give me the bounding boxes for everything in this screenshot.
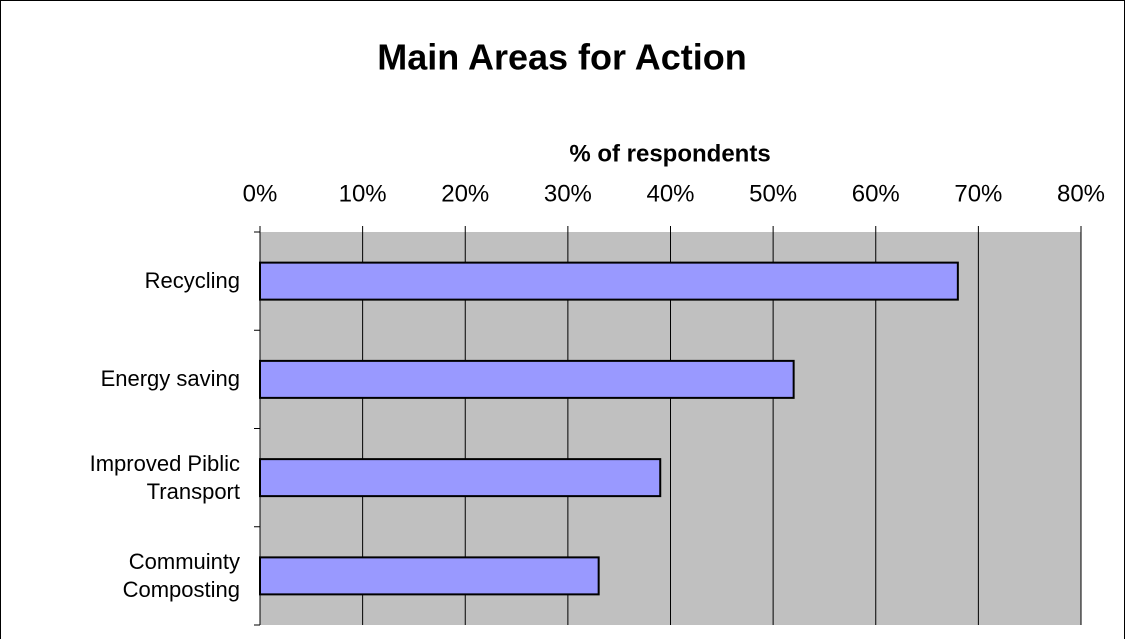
x-tick-label: 50% — [749, 180, 797, 207]
chart-title: Main Areas for Action — [377, 37, 746, 78]
bar — [259, 556, 600, 596]
x-tick-label: 80% — [1057, 180, 1105, 207]
y-tick-label: Energy saving — [100, 366, 240, 392]
x-tick-label: 70% — [954, 180, 1002, 207]
bar — [259, 458, 662, 498]
y-tick-label: Commuinty Composting — [122, 548, 240, 602]
x-tick-label: 20% — [441, 180, 489, 207]
y-tick-label: Improved Piblic Transport — [89, 450, 240, 504]
x-tick-label: 40% — [646, 180, 694, 207]
bar — [259, 261, 959, 301]
x-tick-label: 60% — [852, 180, 900, 207]
bar — [259, 359, 795, 399]
y-tick-label: Recycling — [144, 268, 240, 294]
x-axis-title: % of respondents — [569, 140, 770, 167]
x-tick-label: 30% — [544, 180, 592, 207]
x-tick-label: 0% — [243, 180, 278, 207]
x-tick-label: 10% — [339, 180, 387, 207]
